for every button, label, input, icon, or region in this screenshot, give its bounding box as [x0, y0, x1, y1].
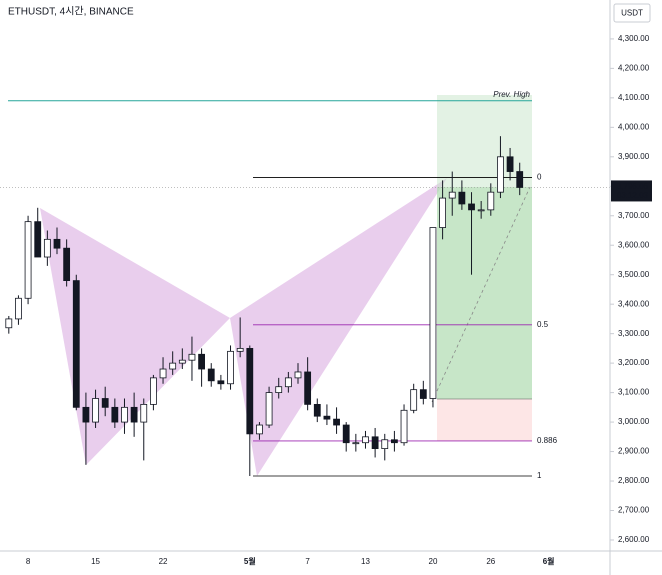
candle-body	[410, 389, 418, 411]
candle-body	[169, 362, 177, 370]
candle-body	[236, 347, 244, 352]
y-tick-label: 3,900.00	[618, 152, 650, 161]
candle-body	[381, 439, 389, 450]
y-tick-label: 3,000.00	[618, 417, 650, 426]
x-tick-label: 22	[159, 557, 168, 566]
candle-body	[458, 191, 466, 205]
candle-body	[448, 191, 456, 199]
x-tick-label: 20	[429, 557, 438, 566]
candle-body	[256, 424, 263, 435]
y-tick-label: 3,500.00	[618, 270, 650, 279]
candle-body	[439, 197, 447, 228]
candle-body	[140, 403, 148, 423]
last-price-label: 3,796.06	[617, 182, 649, 191]
countdown: 03:12:03	[617, 191, 649, 200]
candle-body	[516, 171, 524, 188]
candle-body	[188, 353, 196, 361]
candle-body	[313, 403, 321, 417]
fib-label: 0.886	[537, 436, 558, 445]
candle-body	[477, 209, 485, 212]
candle-body	[198, 353, 206, 370]
y-tick-label: 2,900.00	[618, 447, 650, 456]
candle-body	[362, 436, 369, 444]
candle-body	[333, 418, 340, 426]
x-tick-label: 8	[26, 557, 31, 566]
y-tick-label: 4,000.00	[618, 122, 650, 131]
y-tick-label: 3,400.00	[618, 299, 650, 308]
fib-label: 0.5	[537, 320, 549, 329]
candle-body	[43, 238, 51, 258]
chart-title: ETHUSDT, 4시간, BINANCE	[8, 6, 134, 18]
candle-body	[342, 424, 350, 444]
candle-body	[101, 398, 109, 408]
candle-body	[92, 398, 99, 423]
candle-body	[487, 191, 495, 211]
candle-body	[207, 368, 215, 382]
candle-body	[53, 238, 61, 249]
candle-body	[275, 386, 283, 394]
candle-body	[429, 227, 437, 399]
x-tick-label: 7	[305, 557, 310, 566]
prev-high-label: Prev. High	[493, 90, 530, 99]
candle-body	[159, 368, 167, 379]
x-tick-label: 26	[486, 557, 495, 566]
candle-body	[294, 371, 302, 379]
candle-body	[130, 406, 138, 423]
y-tick-label: 3,200.00	[618, 358, 650, 367]
y-tick-label: 4,200.00	[618, 63, 650, 72]
candle-body	[371, 436, 379, 450]
candle-body	[24, 221, 32, 299]
x-tick-label: 15	[91, 557, 100, 566]
target-zone	[437, 95, 532, 399]
candle-body	[323, 415, 331, 420]
stop-zone	[437, 399, 532, 441]
candle-body	[5, 318, 13, 329]
pattern-xab	[40, 208, 230, 465]
x-tick-label: 13	[361, 557, 370, 566]
candle-body	[149, 377, 157, 405]
candle-body	[63, 247, 71, 282]
candle-body	[352, 442, 360, 445]
candle-body	[178, 359, 186, 364]
y-tick-label: 2,700.00	[618, 506, 650, 515]
candle-body	[246, 347, 254, 435]
x-tick-label: 5월	[244, 556, 256, 566]
candle-body	[111, 406, 119, 423]
profit-zone	[437, 187, 532, 399]
candle-body	[82, 406, 90, 423]
fib-label: 0	[537, 173, 542, 182]
y-tick-label: 3,100.00	[618, 388, 650, 397]
y-tick-label: 2,600.00	[618, 535, 650, 544]
candle-body	[72, 280, 80, 408]
candle-body	[468, 203, 475, 211]
candle-body	[121, 406, 128, 423]
candle-body	[390, 439, 398, 444]
candle-body	[227, 350, 234, 385]
candle-body	[304, 371, 312, 405]
x-tick-label: 6월	[543, 556, 555, 566]
candle-body	[284, 377, 292, 388]
candle-body	[506, 156, 514, 172]
y-tick-label: 4,100.00	[618, 93, 650, 102]
y-tick-label: 3,600.00	[618, 240, 650, 249]
candle-body	[497, 156, 504, 193]
candle-body	[400, 409, 408, 444]
y-tick-label: 3,300.00	[618, 329, 650, 338]
y-tick-label: 3,700.00	[618, 211, 650, 220]
candle-body	[34, 221, 42, 258]
candle-body	[419, 389, 427, 399]
y-tick-label: 2,800.00	[618, 476, 650, 485]
currency-box	[613, 3, 651, 23]
candle-body	[217, 380, 225, 385]
candle-body	[265, 392, 273, 426]
last-price-box	[611, 180, 652, 202]
fib-label: 1	[537, 471, 542, 480]
pattern-bcd	[230, 178, 447, 476]
currency: USDT	[621, 9, 643, 18]
candle-body	[15, 297, 22, 320]
y-tick-label: 4,300.00	[618, 34, 650, 43]
